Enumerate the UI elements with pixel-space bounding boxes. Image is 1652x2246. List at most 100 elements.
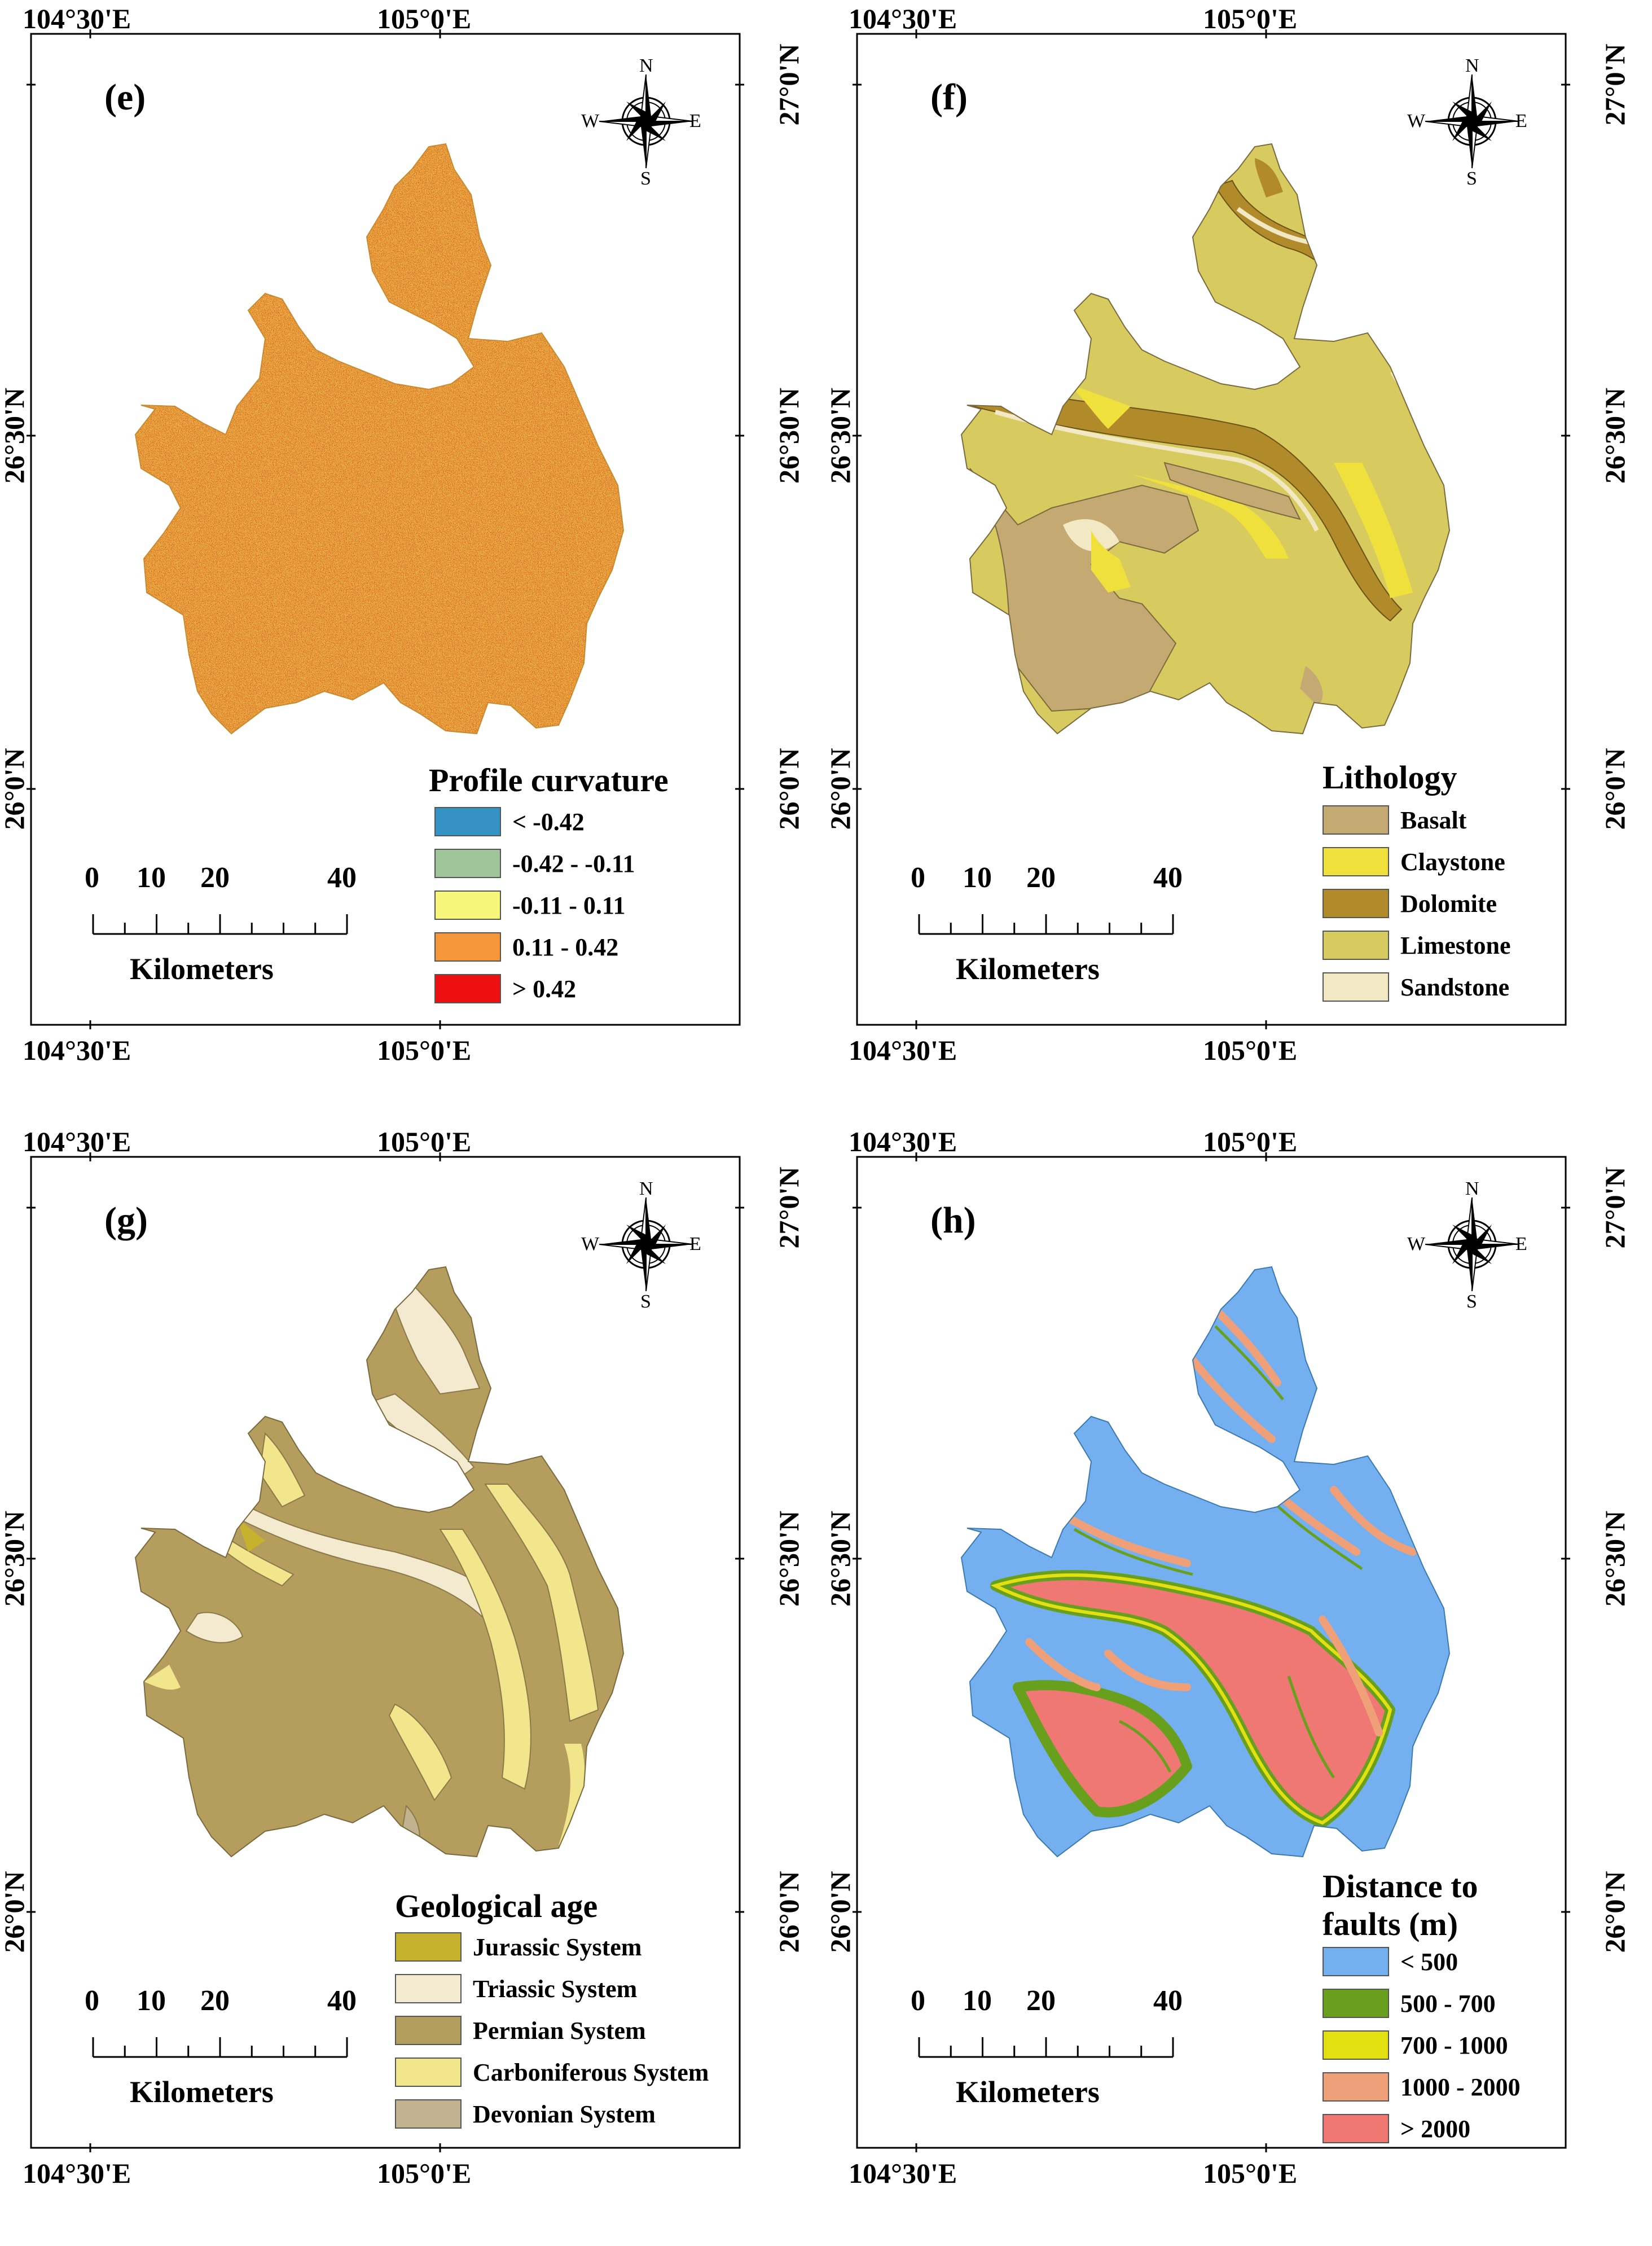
legend-swatch [1323,805,1389,835]
geological-age-map [135,1267,623,1857]
legend-label: -0.42 - -0.11 [512,849,635,878]
legend-item: Dolomite [1323,888,1497,919]
legend-swatch [1323,2114,1389,2143]
legend-title: Distance to faults (m) [1323,1868,1478,1943]
legend-label: -0.11 - 0.11 [512,891,626,919]
lat-label-right-bottom: 26°0'N [773,748,805,830]
legend-swatch [1323,1989,1389,2018]
lat-label-left-mid: 26°30'N [824,1511,856,1607]
lat-label-left-mid: 26°30'N [0,1511,30,1607]
legend-swatch [1323,2072,1389,2102]
scale-bar-tick-label: 40 [1153,1985,1183,2017]
north-arrow-compass-icon [592,68,700,175]
legend-label: > 2000 [1400,2115,1471,2143]
legend-swatch [434,807,501,836]
legend-label: Dolomite [1400,889,1497,918]
compass-letter-e: E [1515,1234,1527,1254]
lon-label-top-left: 104°30'E [849,1126,957,1157]
legend-item: 0.11 - 0.42 [434,931,618,963]
scale-bar-tick-label: 0 [85,862,99,894]
legend-label: Jurassic System [473,1933,642,1961]
legend-swatch [1323,1947,1389,1976]
legend-swatch [1323,847,1389,876]
scale-bar-ruler [918,914,1174,935]
legend-item: 500 - 700 [1323,1988,1496,2019]
legend-title-line: faults (m) [1323,1905,1458,1942]
lat-label-right-mid: 26°30'N [773,388,805,484]
lat-label-left-bottom: 26°0'N [824,748,856,830]
legend-item: Devonian System [395,2098,656,2130]
legend-item: Sandstone [1323,971,1509,1003]
map-panel-distance-to-faults: 104°30'E 105°0'E 104°30'E 105°0'E 26°30'N 26°… [824,1123,1652,2246]
legend-swatch [434,932,501,962]
scale-bar-tick-label: 0 [85,1985,99,2017]
compass-letter-e: E [1515,111,1527,131]
legend-item: Basalt [1323,804,1466,836]
compass-letter-s: S [1466,168,1477,189]
north-arrow-compass-icon [1418,68,1526,175]
scale-bar-ruler [92,914,348,935]
legend-title: Profile curvature [429,762,669,800]
lat-label-right-mid: 26°30'N [1599,388,1631,484]
legend-label: Permian System [473,2016,646,2045]
compass-letter-s: S [640,1291,651,1312]
legend-item: Triassic System [395,1973,637,2004]
legend-title: Geological age [395,1888,597,1925]
legend-swatch [1323,2030,1389,2060]
legend-swatch [1323,889,1389,918]
map-panel-geological-age: 104°30'E 105°0'E 104°30'E 105°0'E 26°30'N 26°… [0,1123,826,2246]
legend-swatch [434,849,501,878]
lat-label-right-top: 27°0'N [1599,43,1631,126]
lon-label-top-right: 105°0'E [1203,1126,1298,1157]
scale-bar: 0 10 20 40 Kilometers [911,863,1193,993]
legend-swatch [1323,972,1389,1002]
legend-item: < -0.42 [434,806,585,837]
legend-label: Limestone [1400,931,1511,959]
panel-label: (g) [104,1200,148,1241]
scale-bar-tick-label: 20 [200,862,230,894]
lon-label-top-left: 104°30'E [23,3,131,34]
legend-title-line: Distance to [1323,1868,1478,1905]
legend-item: Carboniferous System [395,2056,709,2088]
legend-label: 700 - 1000 [1400,2031,1508,2059]
legend-label: Sandstone [1400,973,1510,1001]
legend-item: > 2000 [1323,2113,1470,2144]
legend-swatch [1323,931,1389,960]
legend-item: 1000 - 2000 [1323,2071,1521,2103]
compass-letter-w: W [1407,111,1426,131]
lat-label-left-mid: 26°30'N [824,388,856,484]
scale-bar-tick-label: 10 [963,1985,992,2017]
compass-letter-s: S [1466,1291,1477,1312]
legend-label: 1000 - 2000 [1400,2073,1521,2101]
compass-letter-n: N [1465,55,1479,76]
map-panel-profile-curvature: 104°30'E 105°0'E 104°30'E 105°0'E 26°30'N 26°… [0,0,826,1123]
north-arrow-compass-icon [592,1191,700,1298]
scale-bar-tick-label: 10 [137,862,166,894]
compass-letter-w: W [1407,1234,1426,1254]
lon-label-bottom-left: 104°30'E [849,1034,957,1066]
map-frame [856,1156,1567,2149]
lat-label-right-bottom: 26°0'N [1599,1871,1631,1953]
lithology-map [961,144,1449,734]
scale-bar-unit: Kilometers [956,2075,1100,2109]
lon-label-bottom-left: 104°30'E [23,1034,131,1066]
lat-label-left-bottom: 26°0'N [824,1871,856,1953]
scale-bar-tick-label: 20 [1026,1985,1056,2017]
scale-bar-tick-label: 10 [963,862,992,894]
lat-label-left-mid: 26°30'N [0,388,30,484]
scale-bar-tick-label: 10 [137,1985,166,2017]
compass-letter-s: S [640,168,651,189]
fault-distance-map [961,1267,1449,1857]
legend-label: < -0.42 [512,808,585,836]
compass-letter-w: W [581,1234,600,1254]
legend-label: Devonian System [473,2100,656,2128]
scale-bar: 0 10 20 40 Kilometers [85,863,367,993]
legend-swatch [434,890,501,920]
lat-label-right-top: 27°0'N [773,1166,805,1249]
legend-label: 500 - 700 [1400,1989,1496,2017]
legend-swatch [395,2099,462,2129]
panel-label: (f) [930,77,968,118]
scale-bar: 0 10 20 40 Kilometers [911,1986,1193,2116]
north-arrow-compass-icon [1418,1191,1526,1298]
legend-label: > 0.42 [512,975,577,1003]
